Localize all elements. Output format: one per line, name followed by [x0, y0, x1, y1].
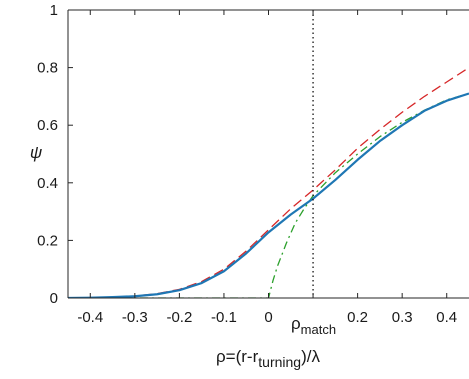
x-tick-label: 0.2 [347, 309, 368, 326]
x-tick-label: -0.4 [77, 309, 103, 326]
x-axis-label-main: ρ=(r-r [216, 347, 259, 366]
match-label-sub: match [301, 322, 336, 337]
y-tick-label: 1 [50, 2, 58, 19]
y-tick-label: 0.8 [37, 60, 58, 77]
y-tick-label: 0.4 [37, 175, 58, 192]
series-line-dashed [68, 67, 469, 298]
x-tick-label: -0.3 [122, 309, 148, 326]
y-axis-label: ψ [30, 143, 42, 162]
x-tick-label: 0.4 [436, 309, 457, 326]
y-tick-label: 0.6 [37, 117, 58, 134]
y-tick-label: 0.2 [37, 232, 58, 249]
y-tick-label: 0 [50, 290, 58, 307]
series-line-solid [68, 92, 469, 298]
x-axis-label-end: )/λ [301, 347, 320, 366]
series-line-dashdot [68, 92, 469, 298]
x-tick-label: -0.1 [211, 309, 237, 326]
x-tick-label: 0 [264, 309, 272, 326]
series-layer [68, 67, 469, 298]
x-axis-label-sub: turning [258, 354, 301, 370]
match-label: ρmatch [291, 314, 336, 337]
x-tick-labels: -0.4 -0.3 -0.2 -0.1 0 0.2 0.3 0.4 [77, 309, 457, 326]
x-tick-marks [89, 10, 448, 298]
match-label-main: ρ [291, 314, 301, 333]
x-tick-label: -0.2 [166, 309, 192, 326]
y-tick-labels: 0 0.2 0.4 0.6 0.8 1 [37, 2, 58, 307]
x-axis-label: ρ=(r-rturning)/λ [216, 347, 320, 370]
y-tick-marks [68, 9, 73, 299]
x-tick-label: 0.3 [392, 309, 413, 326]
